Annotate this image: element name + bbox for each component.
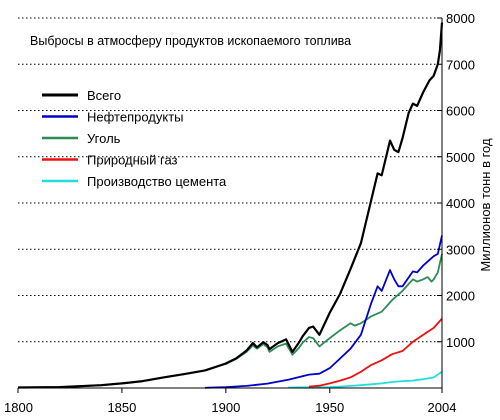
series-line [205,235,443,389]
legend-label: Уголь [87,131,121,146]
series-line [308,318,443,388]
x-tick-label: 1800 [4,400,33,415]
legend-label: Нефтепродукты [87,110,184,125]
y-tick-label: 3000 [446,242,475,257]
grid-lines [18,17,442,343]
y-tick-label: 4000 [446,196,475,211]
x-tick-label: 2004 [428,400,457,415]
series-line [17,253,443,389]
axes: 1800 1850 1900 1950 2004 1000 2000 3000 4000 5000… [4,11,475,415]
y-tick-label: 2000 [446,289,475,304]
legend-label: Природный газ [87,153,178,168]
y-tick-label: 8000 [446,11,475,26]
legend: Всего Нефтепродукты Уголь Природный газ Прои… [42,88,227,189]
series-line [288,371,443,389]
chart-title: Выбросы в атмосферу продуктов ископаемог… [30,34,351,48]
y-axis-label: Миллионов тонн в год [478,138,493,272]
x-tick-label: 1950 [315,400,344,415]
series-layer [17,22,444,389]
x-tick-label: 1850 [107,400,136,415]
series-line [17,22,444,389]
legend-label: Всего [87,88,121,103]
y-tick-label: 5000 [446,150,475,165]
y-tick-label: 1000 [446,335,475,350]
y-tick-label: 6000 [446,104,475,119]
x-tick-label: 1900 [211,400,240,415]
y-tick-label: 7000 [446,57,475,72]
legend-label: Производство цемента [87,174,227,189]
